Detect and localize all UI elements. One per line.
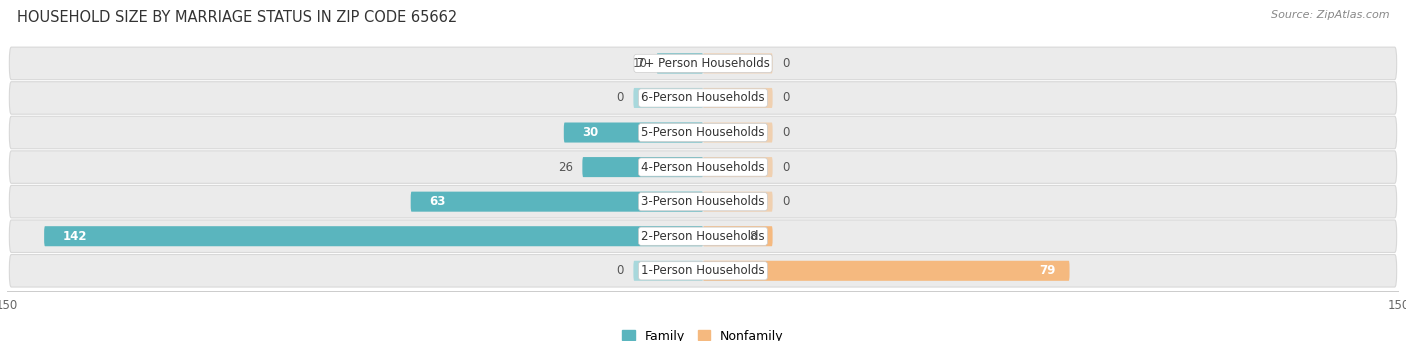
- FancyBboxPatch shape: [10, 220, 1396, 252]
- Text: 7+ Person Households: 7+ Person Households: [637, 57, 769, 70]
- Text: 79: 79: [1039, 264, 1056, 277]
- FancyBboxPatch shape: [703, 157, 773, 177]
- Text: 3-Person Households: 3-Person Households: [641, 195, 765, 208]
- Text: 4-Person Households: 4-Person Households: [641, 161, 765, 174]
- FancyBboxPatch shape: [10, 186, 1396, 218]
- FancyBboxPatch shape: [657, 53, 703, 73]
- FancyBboxPatch shape: [703, 122, 773, 143]
- FancyBboxPatch shape: [10, 254, 1396, 287]
- Text: 5-Person Households: 5-Person Households: [641, 126, 765, 139]
- FancyBboxPatch shape: [582, 157, 703, 177]
- FancyBboxPatch shape: [703, 88, 773, 108]
- FancyBboxPatch shape: [703, 261, 1070, 281]
- Text: 0: 0: [782, 126, 789, 139]
- FancyBboxPatch shape: [10, 82, 1396, 114]
- Text: 0: 0: [782, 57, 789, 70]
- Text: 0: 0: [617, 91, 624, 104]
- FancyBboxPatch shape: [44, 226, 703, 246]
- Text: 0: 0: [782, 161, 789, 174]
- FancyBboxPatch shape: [703, 192, 773, 212]
- Text: HOUSEHOLD SIZE BY MARRIAGE STATUS IN ZIP CODE 65662: HOUSEHOLD SIZE BY MARRIAGE STATUS IN ZIP…: [17, 10, 457, 25]
- Text: 2-Person Households: 2-Person Households: [641, 230, 765, 243]
- Text: 26: 26: [558, 161, 574, 174]
- FancyBboxPatch shape: [633, 261, 703, 281]
- FancyBboxPatch shape: [10, 47, 1396, 80]
- Legend: Family, Nonfamily: Family, Nonfamily: [623, 329, 783, 341]
- Text: 30: 30: [582, 126, 599, 139]
- Text: 63: 63: [429, 195, 446, 208]
- Text: 6-Person Households: 6-Person Households: [641, 91, 765, 104]
- Text: 8: 8: [749, 230, 756, 243]
- FancyBboxPatch shape: [564, 122, 703, 143]
- FancyBboxPatch shape: [703, 226, 773, 246]
- Text: 0: 0: [617, 264, 624, 277]
- FancyBboxPatch shape: [10, 151, 1396, 183]
- Text: 1-Person Households: 1-Person Households: [641, 264, 765, 277]
- Text: 0: 0: [782, 91, 789, 104]
- FancyBboxPatch shape: [633, 88, 703, 108]
- Text: 0: 0: [782, 195, 789, 208]
- Text: 142: 142: [63, 230, 87, 243]
- FancyBboxPatch shape: [411, 192, 703, 212]
- FancyBboxPatch shape: [703, 53, 773, 73]
- FancyBboxPatch shape: [10, 116, 1396, 149]
- Text: Source: ZipAtlas.com: Source: ZipAtlas.com: [1271, 10, 1389, 20]
- Text: 10: 10: [633, 57, 647, 70]
